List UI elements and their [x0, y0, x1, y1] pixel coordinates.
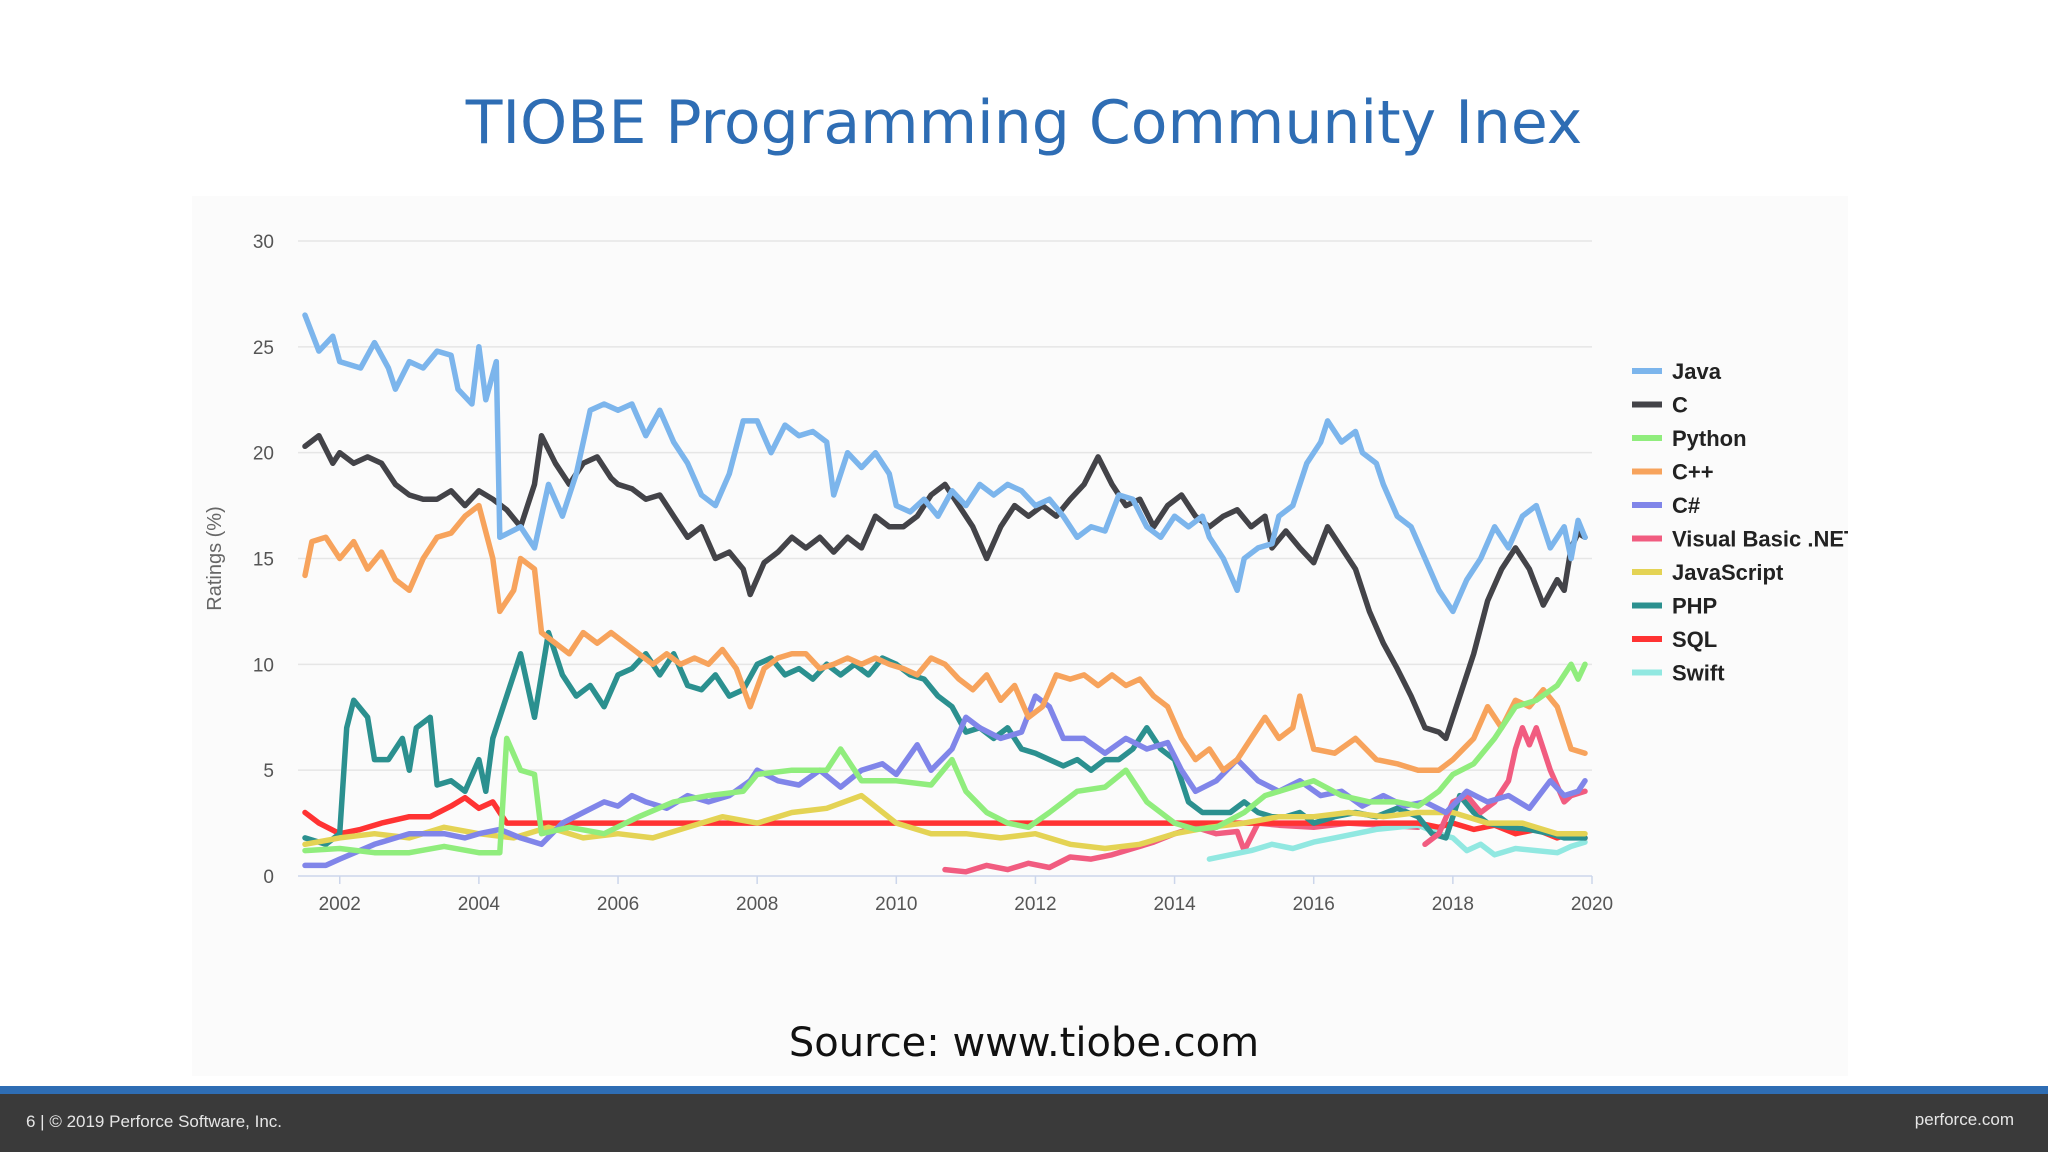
legend-item-label[interactable]: PHP: [1672, 594, 1717, 619]
x-tick-label: 2006: [597, 894, 639, 915]
axes: 0 5 10 15 20 25 30 2002 2004 2006 2008 2010 2012 2014…: [204, 232, 1613, 915]
y-tick-label: 0: [263, 867, 274, 888]
x-tick-label: 2004: [458, 894, 501, 915]
legend-item-label[interactable]: Java: [1672, 359, 1722, 384]
slide-footer: 6 | © 2019 Perforce Software, Inc. perfo…: [0, 1094, 2048, 1152]
series-lines: [302, 312, 1588, 875]
legend-item-label[interactable]: Swift: [1672, 661, 1725, 686]
chart-panel: 0 5 10 15 20 25 30 2002 2004 2006 2008 2010 2012 2014…: [192, 196, 1848, 1076]
y-tick-label: 15: [253, 550, 274, 571]
legend-item-label[interactable]: C: [1672, 393, 1688, 418]
x-tick-label: 2012: [1014, 894, 1056, 915]
source-caption: Source: www.tiobe.com: [788, 1020, 1260, 1066]
y-tick-label: 25: [253, 338, 274, 359]
series-line-python: [302, 661, 1588, 856]
legend-item-label[interactable]: C++: [1672, 460, 1714, 485]
series-line-c-: [302, 502, 1588, 773]
x-tick-label: 2020: [1571, 894, 1613, 915]
legend: Java C Python C++ C# Visual Basic .NET JavaScr…: [1632, 359, 1848, 686]
series-line-sql: [302, 794, 1588, 841]
series-line-c-: [302, 693, 1588, 869]
legend-item-label[interactable]: C#: [1672, 493, 1700, 518]
footer-copyright: 6 | © 2019 Perforce Software, Inc.: [26, 1112, 283, 1131]
y-tick-label: 10: [253, 655, 274, 676]
legend-item-label[interactable]: JavaScript: [1672, 560, 1784, 585]
legend-item-label[interactable]: SQL: [1672, 627, 1717, 652]
legend-item-label[interactable]: Visual Basic .NET: [1672, 527, 1848, 552]
series-line-php: [302, 629, 1588, 848]
footer-accent-band: [0, 1086, 2048, 1094]
series-line-java: [302, 312, 1588, 615]
y-tick-label: 5: [263, 761, 274, 782]
y-tick-label: 20: [253, 444, 274, 465]
y-tick-label: 30: [253, 232, 274, 253]
x-tick-label: 2018: [1432, 894, 1474, 915]
x-tick-label: 2010: [875, 894, 917, 915]
footer-website: perforce.com: [1914, 1110, 2014, 1129]
legend-item-label[interactable]: Python: [1672, 426, 1747, 451]
slide-title: TIOBE Programming Community Inex: [465, 88, 1583, 158]
x-tick-label: 2016: [1293, 894, 1335, 915]
x-tick-label: 2008: [736, 894, 778, 915]
line-chart: 0 5 10 15 20 25 30 2002 2004 2006 2008 2010 2012 2014…: [204, 232, 1848, 915]
x-tick-label: 2002: [319, 894, 361, 915]
y-axis-title: Ratings (%): [204, 506, 226, 610]
x-tick-label: 2014: [1153, 894, 1196, 915]
